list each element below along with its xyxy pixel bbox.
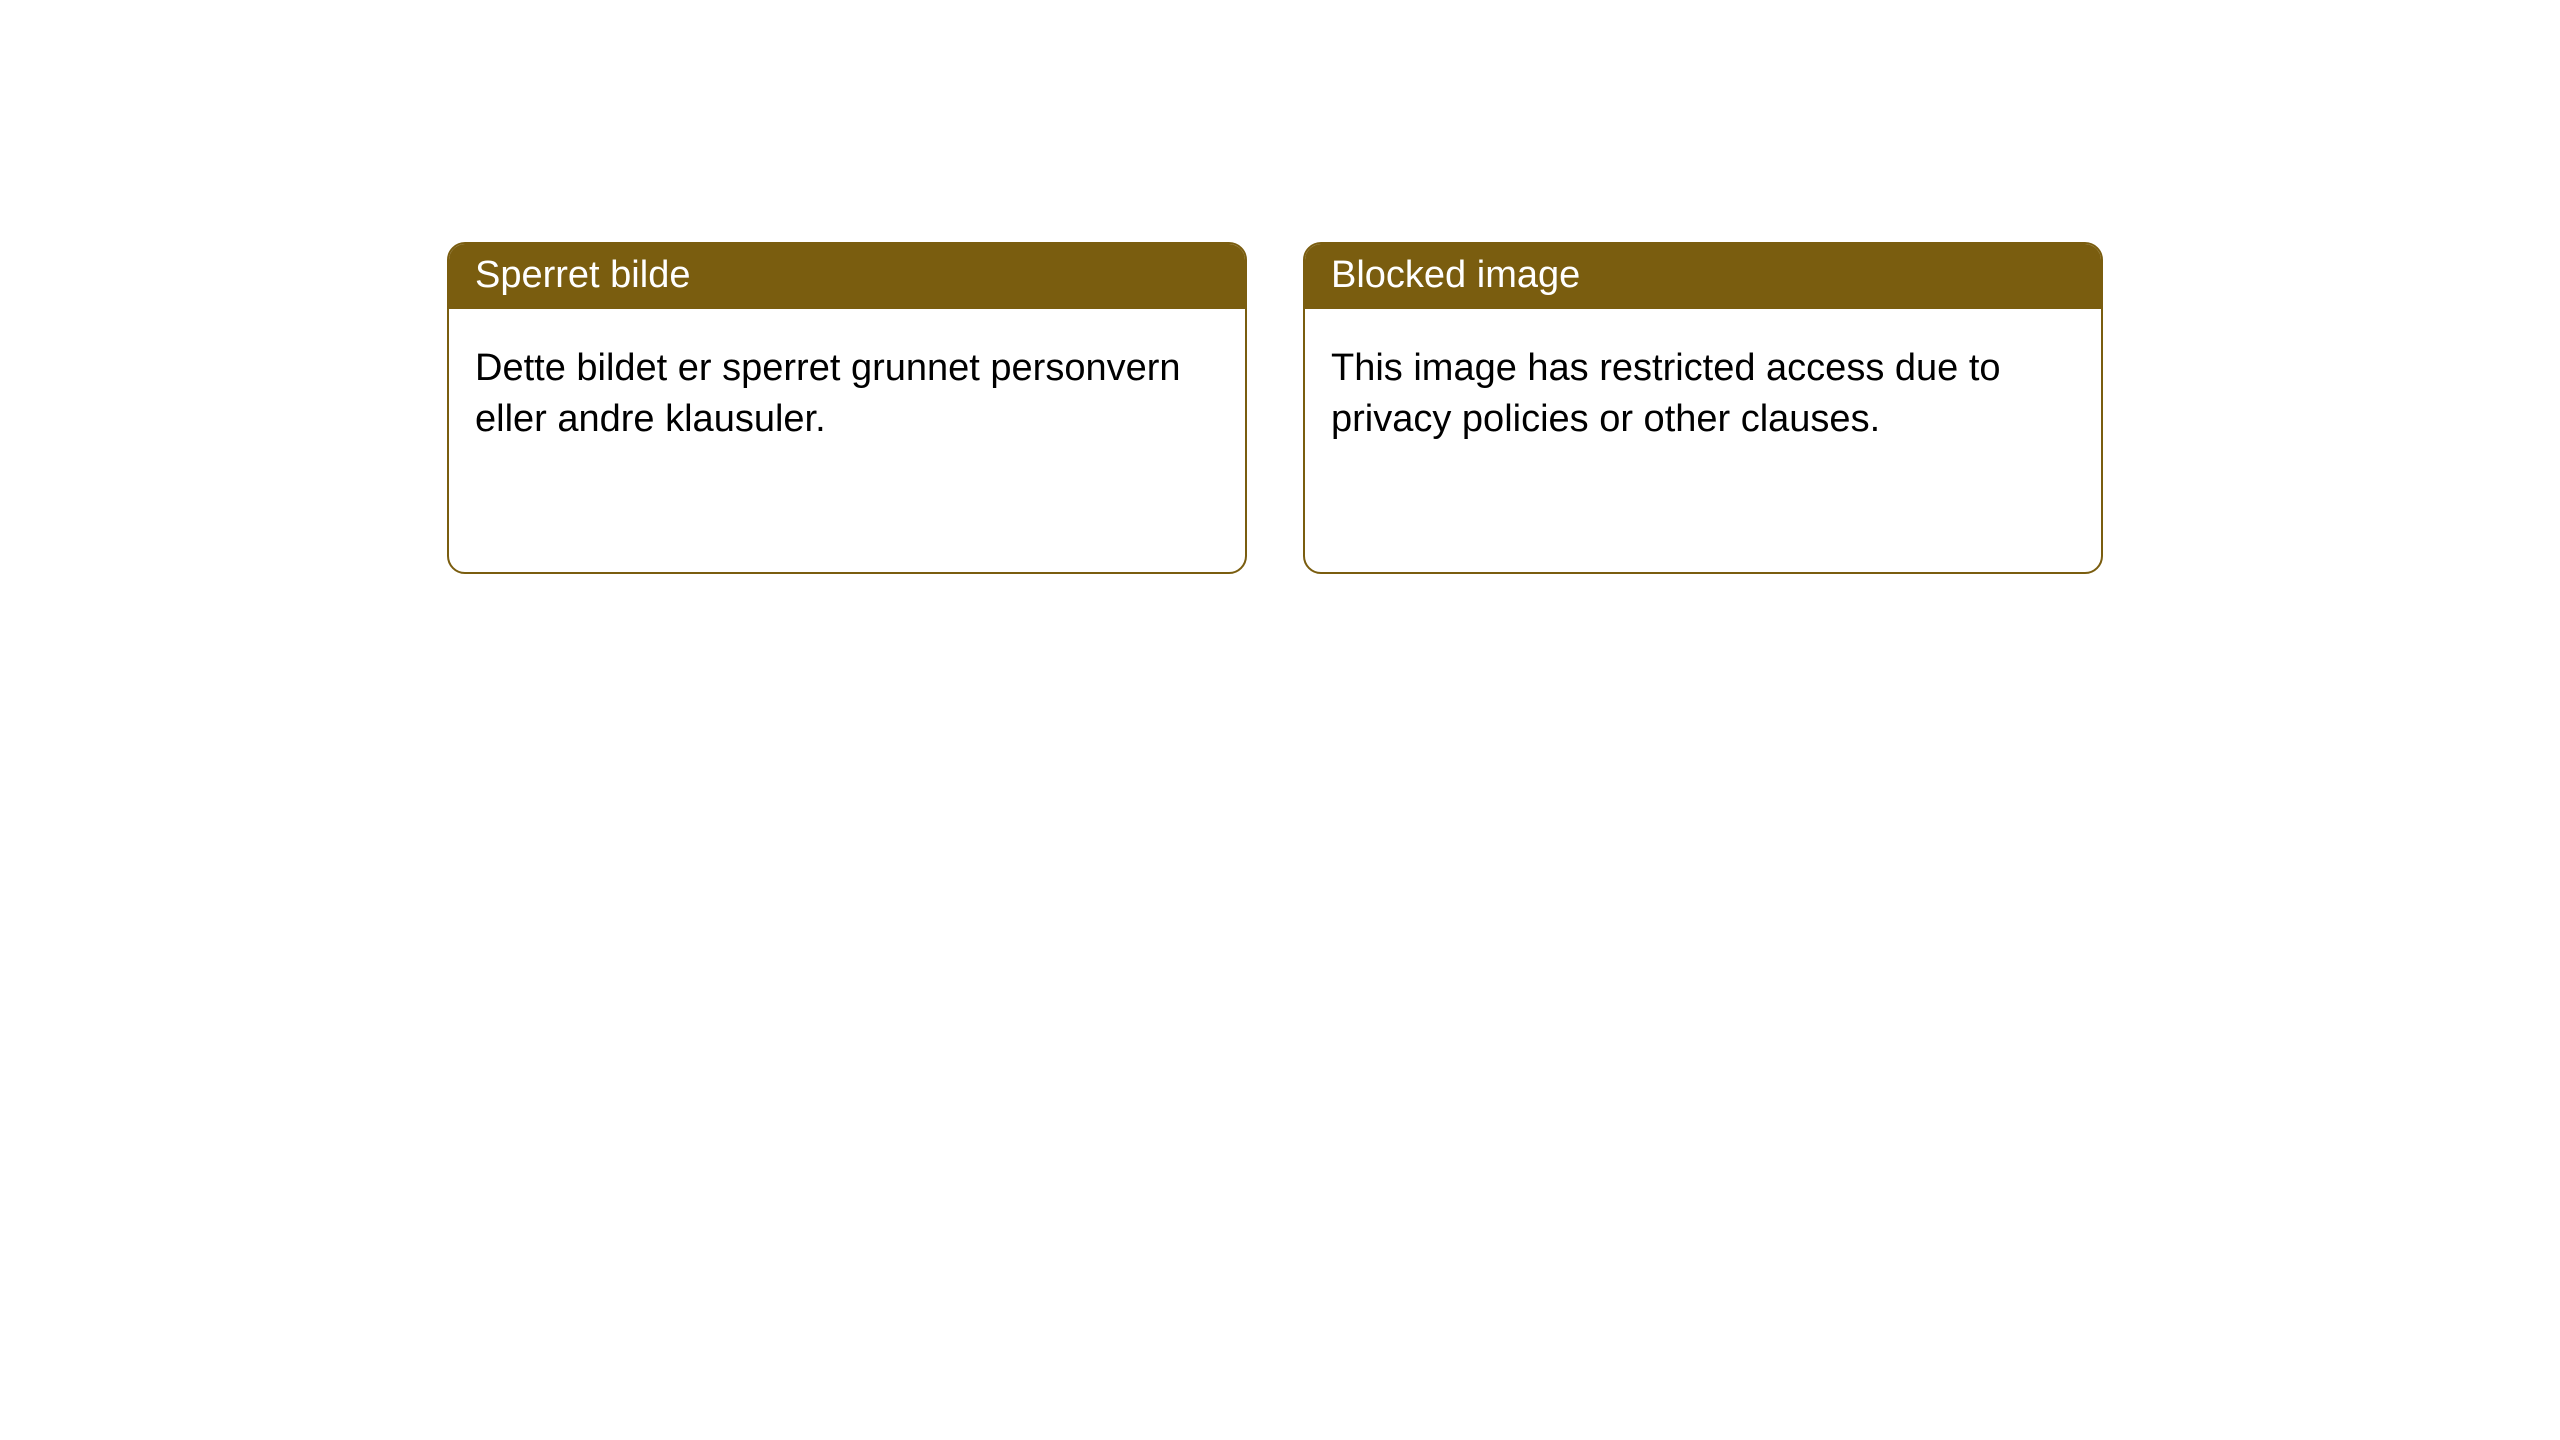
notice-body: This image has restricted access due to … [1305, 309, 2101, 480]
notice-header: Blocked image [1305, 244, 2101, 309]
notice-box-norwegian: Sperret bilde Dette bildet er sperret gr… [447, 242, 1247, 574]
notice-body: Dette bildet er sperret grunnet personve… [449, 309, 1245, 480]
notice-container: Sperret bilde Dette bildet er sperret gr… [0, 0, 2560, 574]
notice-header: Sperret bilde [449, 244, 1245, 309]
notice-box-english: Blocked image This image has restricted … [1303, 242, 2103, 574]
